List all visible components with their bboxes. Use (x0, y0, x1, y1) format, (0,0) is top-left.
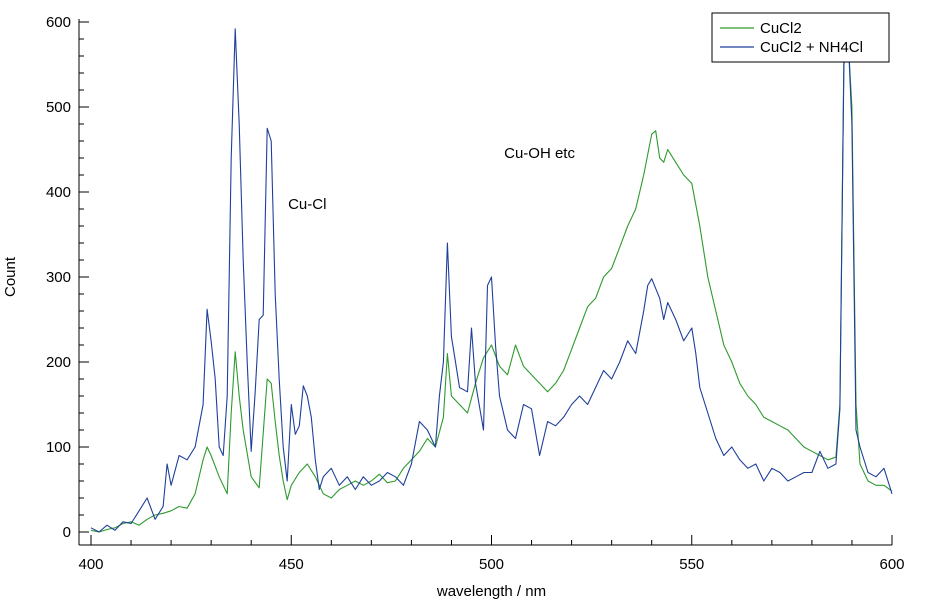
x-tick-label: 400 (78, 556, 103, 573)
x-axis-ticks: 400 450 500 550 600 (78, 535, 905, 573)
x-tick-label: 450 (279, 556, 304, 573)
legend: CuCl2 CuCl2 + NH4Cl (711, 12, 890, 63)
legend-box (711, 12, 890, 63)
legend-label: CuCl2 + NH4Cl (760, 39, 863, 56)
x-tick-label: 550 (679, 556, 704, 573)
y-tick-label: 300 (46, 269, 71, 286)
y-tick-label: 500 (46, 99, 71, 116)
series-line-0 (90, 34, 893, 533)
series-layer (90, 28, 893, 533)
y-tick-label: 0 (63, 524, 71, 541)
annotations: Cu-Cl Cu-OH etc (288, 145, 575, 213)
y-axis-ticks: 0 100 200 300 400 500 600 (46, 14, 89, 541)
legend-label: CuCl2 (760, 20, 802, 37)
x-tick-label: 500 (479, 556, 504, 573)
y-tick-label: 200 (46, 354, 71, 371)
y-tick-label: 400 (46, 184, 71, 201)
y-axis-label: Count (2, 256, 19, 297)
series-line-1 (90, 28, 893, 533)
annotation-label: Cu-OH etc (504, 145, 575, 162)
y-tick-label: 600 (46, 14, 71, 31)
x-tick-label: 600 (879, 556, 904, 573)
annotation-label: Cu-Cl (288, 196, 326, 213)
y-tick-label: 100 (46, 439, 71, 456)
x-axis-label: wavelength / nm (436, 583, 546, 600)
